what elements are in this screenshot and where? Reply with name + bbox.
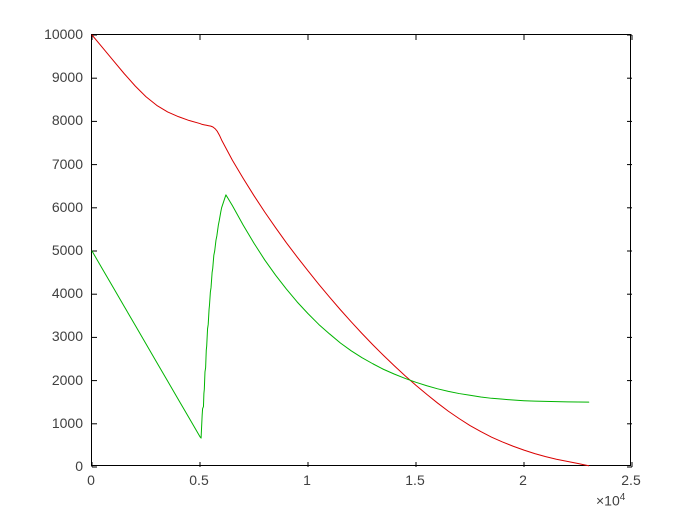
plot-area [91, 34, 631, 466]
y-tick-label: 1000 [52, 415, 83, 431]
series-svg [92, 35, 632, 467]
y-tick-label: 5000 [52, 242, 83, 258]
y-tick-label: 4000 [52, 285, 83, 301]
x-tick-label: 2.5 [621, 472, 640, 488]
series-red [92, 35, 589, 466]
y-tick-label: 8000 [52, 112, 83, 128]
x-tick-label: 0.5 [189, 472, 208, 488]
x-axis-exponent: ×104 [596, 492, 625, 509]
x-tick-label: 1.5 [405, 472, 424, 488]
y-tick-label: 3000 [52, 328, 83, 344]
y-tick-label: 9000 [52, 69, 83, 85]
figure: ×104 0 0.5 1 1.5 2 2.5 0 1000 2000 3000 4000 5000 60… [0, 0, 700, 525]
y-tick-label: 0 [75, 458, 83, 474]
x-tick-label: 2 [519, 472, 527, 488]
y-tick-label: 7000 [52, 156, 83, 172]
y-tick-label: 10000 [44, 26, 83, 42]
series-green [92, 195, 589, 438]
y-tick-label: 2000 [52, 372, 83, 388]
y-tick-label: 6000 [52, 199, 83, 215]
x-tick-label: 1 [303, 472, 311, 488]
x-tick-label: 0 [87, 472, 95, 488]
